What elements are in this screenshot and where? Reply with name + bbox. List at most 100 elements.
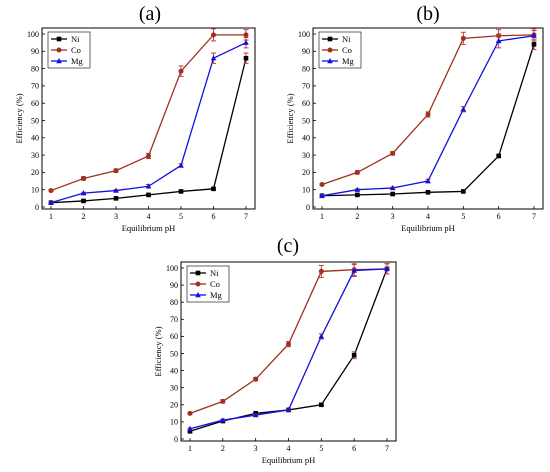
y-tick-label: 40 [170,366,178,375]
data-point [113,196,119,201]
x-tick-label: 3 [114,212,118,221]
data-point [253,376,259,382]
panel-label: (c) [277,235,299,257]
data-point [146,153,151,159]
data-point [425,178,431,184]
legend-label-ni: Ni [342,34,351,44]
x-tick-label: 1 [49,212,53,221]
y-tick-label: 90 [302,47,310,56]
data-point [425,111,431,117]
data-point [113,187,119,193]
x-tick-label: 1 [320,212,324,221]
data-point [425,189,431,195]
data-point [390,191,395,197]
legend-label-co: Co [210,279,220,289]
data-point [354,186,361,192]
series-line [50,58,247,204]
chart-panel-2: (b) 0 10 20 30 40 50 60 70 80 90 100 1 2 3 4 5 6 7 Equilibr… [285,3,544,233]
y-tick-label: 0 [174,435,178,444]
panel-label: (a) [139,3,161,25]
y-tick-label: 20 [31,168,39,177]
x-tick-label: 2 [221,444,225,453]
data-point [243,39,249,45]
y-axis-title: Efficiency (%) [153,326,163,376]
y-tick-label: 20 [170,401,178,410]
x-tick-label: 7 [244,212,248,221]
x-tick-label: 3 [254,444,258,453]
data-point [178,68,184,74]
data-point [187,429,193,434]
x-tick-label: 5 [179,212,183,221]
x-tick-label: 2 [82,212,86,221]
x-tick-label: 6 [497,212,501,221]
data-point [495,37,502,44]
data-point [145,183,152,189]
y-tick-label: 0 [35,203,39,212]
data-point [460,35,466,41]
x-tick-label: 5 [319,444,323,453]
data-point [146,192,151,198]
y-tick-label: 60 [302,99,310,108]
x-tick-label: 6 [352,444,356,453]
y-tick-label: 50 [302,116,310,125]
legend-label-mg: Mg [210,290,223,300]
x-tick-label: 7 [385,444,389,453]
data-point [318,333,325,339]
series-mg [319,30,537,198]
legend-marker [56,36,62,42]
data-point [243,55,249,61]
y-tick-label: 40 [31,134,39,143]
y-tick-label: 10 [170,418,178,427]
x-tick-label: 3 [391,212,395,221]
y-tick-label: 70 [302,82,310,91]
y-tick-label: 80 [170,298,178,307]
data-point [178,162,184,168]
legend-label-co: Co [342,45,352,55]
y-tick-label: 10 [31,186,39,195]
data-point [81,175,86,181]
x-tick-label: 4 [287,444,291,453]
legend-marker [195,292,201,298]
y-tick-label: 100 [27,30,39,39]
y-tick-label: 10 [302,186,310,195]
data-point [211,186,216,192]
chart-panel-1: (a) 0 10 20 30 40 50 60 70 80 90 100 1 2 3 4 5 6 7 Equilibr… [14,3,256,233]
x-axis-title: Equilibrium pH [262,455,316,465]
y-tick-label: 100 [298,30,310,39]
data-point [531,42,537,47]
series-ni [48,52,249,205]
y-tick-label: 70 [31,82,39,91]
x-tick-label: 1 [188,444,192,453]
series-ni [319,38,537,199]
legend-label-mg: Mg [71,56,84,66]
series-mg [187,263,390,431]
data-point [354,169,360,175]
y-tick-label: 40 [302,134,310,143]
data-point [80,190,87,196]
y-axis-title: Efficiency (%) [14,93,24,143]
y-tick-label: 90 [170,281,178,290]
data-point [113,168,119,174]
series-co [48,28,249,194]
data-point [220,417,226,423]
legend-marker [195,270,201,276]
data-point [285,406,292,413]
legend-marker [56,47,62,53]
data-point [531,32,537,38]
y-tick-label: 60 [170,332,178,341]
x-tick-label: 4 [147,212,151,221]
data-point [81,198,86,204]
data-point [243,32,249,38]
data-point [351,352,357,358]
legend-marker [327,36,333,42]
x-tick-label: 5 [461,212,465,221]
legend-marker [327,47,333,53]
y-tick-label: 80 [302,64,310,73]
data-point [389,184,396,191]
series-mg [48,36,249,205]
panel-label: (b) [416,3,439,25]
x-axis-title: Equilibrium pH [401,223,455,233]
